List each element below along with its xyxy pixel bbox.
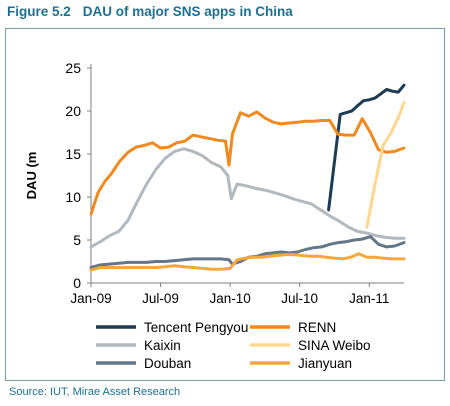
y-tick-label: 15 — [65, 146, 81, 162]
figure-title-text: DAU of major SNS apps in China — [82, 4, 293, 19]
legend-label: Tencent Pengyou — [144, 320, 248, 335]
chart-frame — [5, 28, 445, 381]
x-tick-label: Jul-09 — [142, 291, 179, 306]
legend-label: RENN — [298, 320, 336, 335]
legend-label: SINA Weibo — [298, 338, 371, 353]
y-tick-label: 0 — [73, 275, 81, 291]
legend-label: Kaixin — [144, 338, 181, 353]
series-line-douban — [89, 235, 406, 269]
chart-axes — [90, 64, 404, 284]
source-note: Source: IUT, Mirae Asset Research — [9, 386, 181, 398]
y-ticks: 0 5 10 15 20 25 — [65, 60, 91, 291]
y-axis-label: DAU (m — [24, 152, 39, 200]
x-tick-label: Jan-10 — [209, 291, 250, 306]
y-tick-label: 5 — [73, 232, 81, 248]
x-tick-label: Jan-11 — [349, 291, 389, 306]
x-tick-label: Jan-09 — [70, 291, 111, 306]
figure-title: Figure 5.2 DAU of major SNS apps in China — [7, 4, 293, 19]
figure-label: Figure 5.2 — [7, 4, 71, 19]
y-tick-label: 25 — [65, 60, 81, 76]
series-line-jianyuan — [89, 252, 406, 272]
series-lines — [89, 83, 406, 272]
series-line-sina-weibo — [365, 100, 406, 229]
series-line-kaixin — [89, 147, 406, 249]
y-tick-label: 20 — [65, 103, 81, 119]
legend-label: Douban — [144, 356, 191, 371]
x-ticks: Jan-09 Jul-09 Jan-10 Jul-10 Jan-11 — [70, 283, 389, 306]
legend: Tencent Pengyou RENN Kaixin SINA Weibo Douba… — [96, 320, 371, 371]
legend-label: Jianyuan — [298, 356, 352, 371]
series-line-tencent-pengyou — [327, 83, 406, 212]
y-tick-label: 10 — [65, 189, 81, 205]
x-tick-label: Jul-10 — [281, 291, 318, 306]
series-line-renn — [89, 110, 406, 216]
